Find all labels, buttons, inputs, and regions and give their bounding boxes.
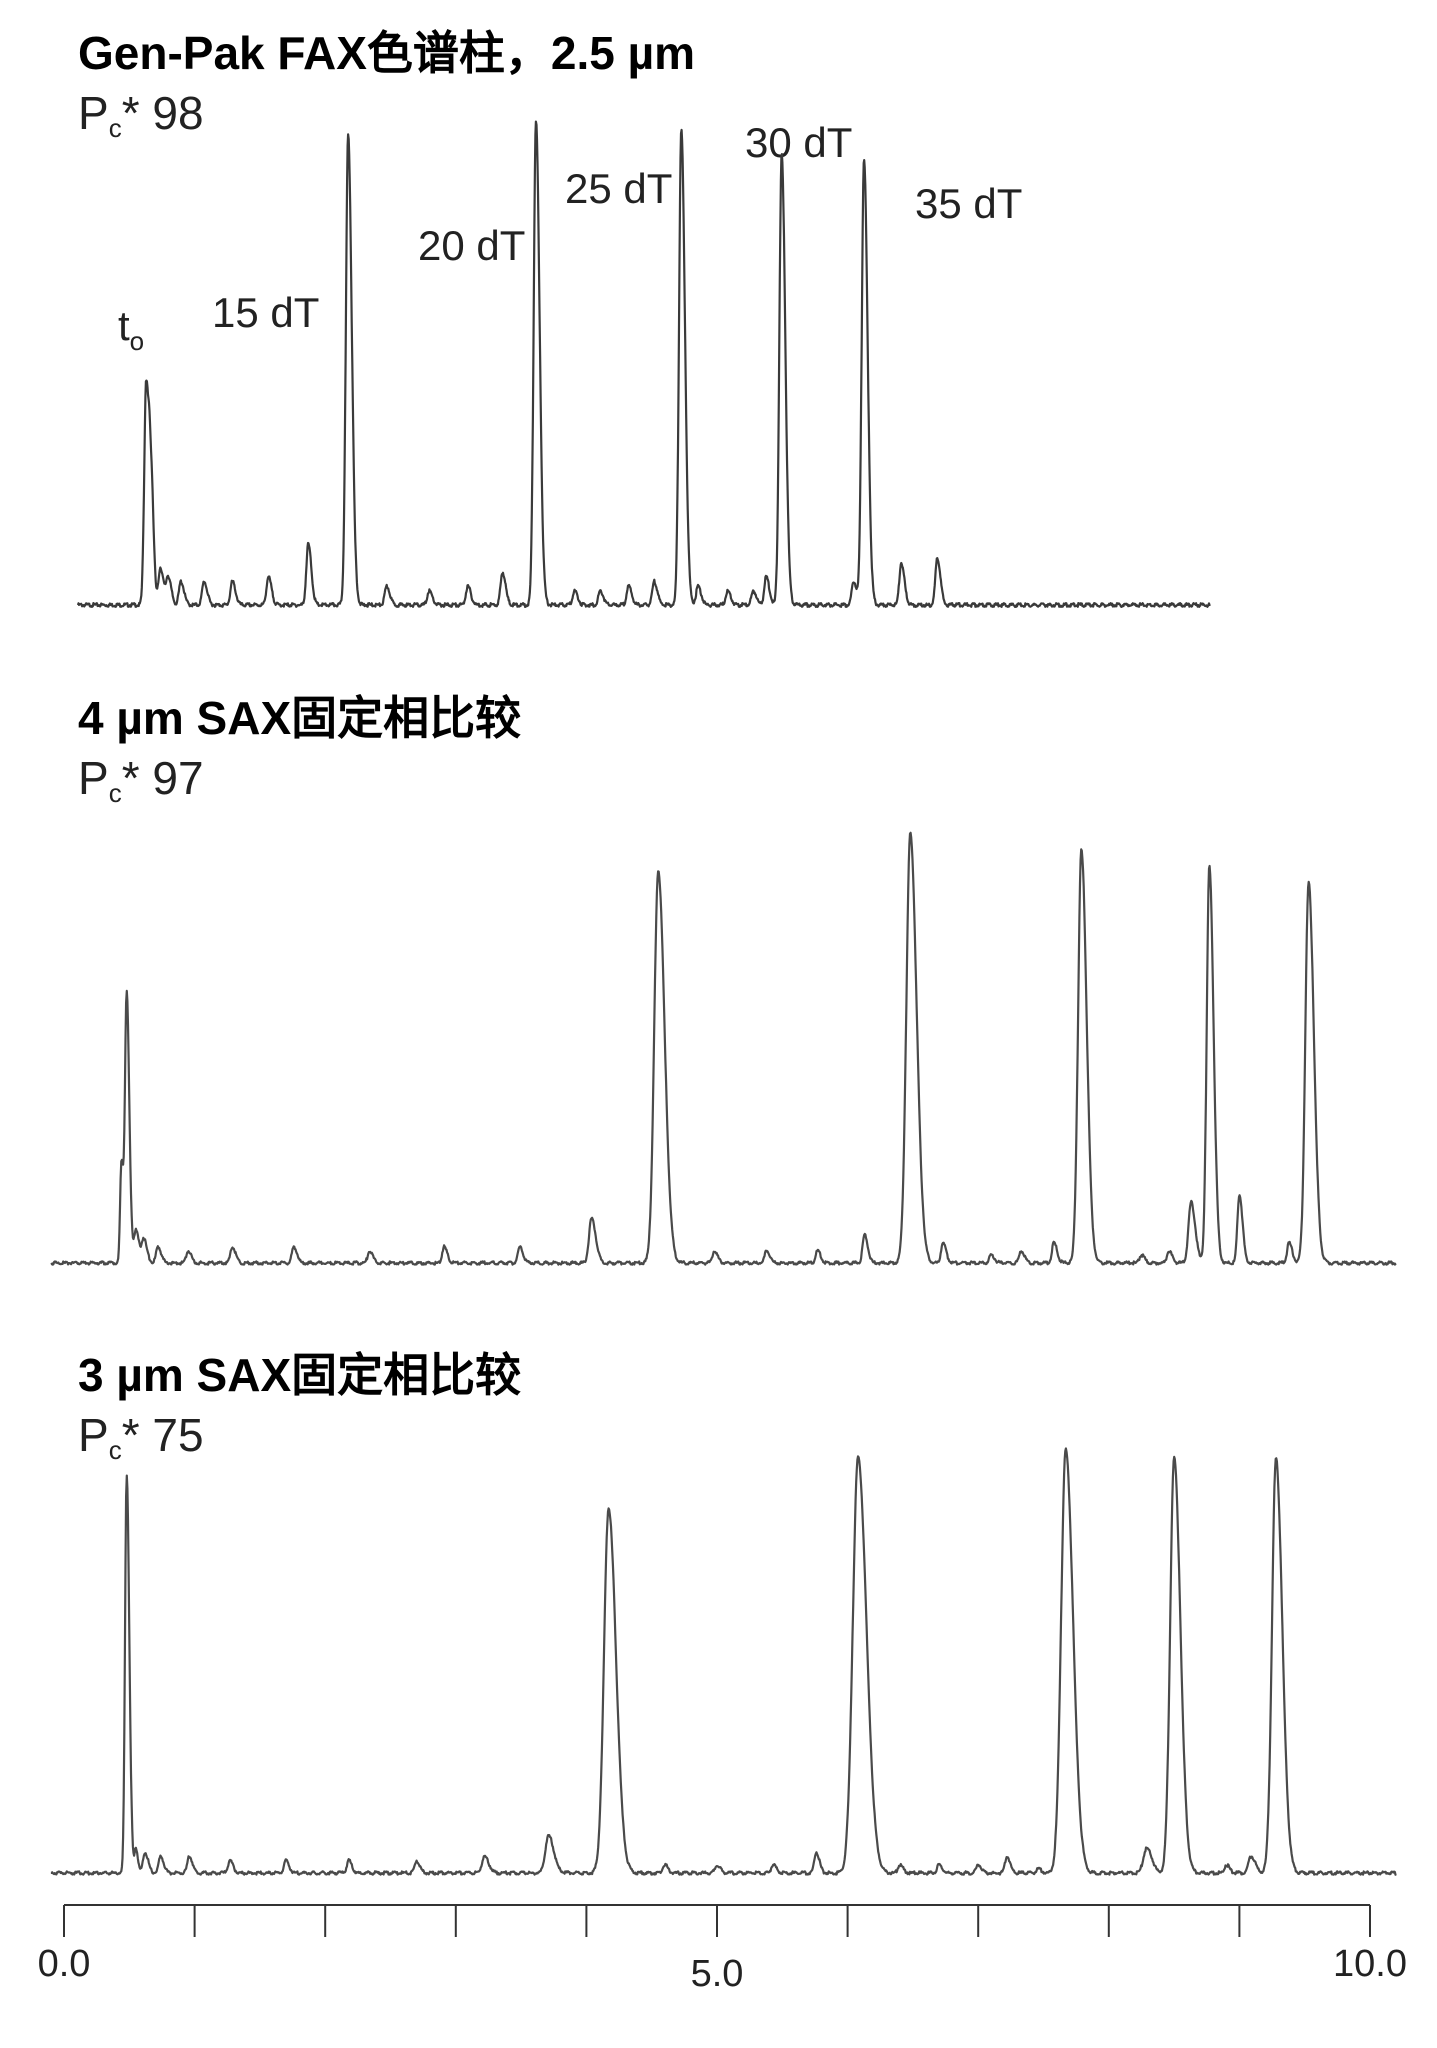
x-tick-label-1: 5.0 bbox=[690, 1953, 744, 1995]
x-tick-label-2: 10.0 bbox=[1333, 1943, 1407, 1985]
panel-2-pc-prefix: P bbox=[78, 752, 109, 804]
peak-label-t0-text: t bbox=[118, 302, 130, 349]
panel-1-trace bbox=[76, 120, 1211, 608]
panel-1-pc-sub: c bbox=[108, 113, 122, 143]
panel-2-title: 4 µm SAX固定相比较 bbox=[78, 692, 522, 744]
peak-label-t0: to bbox=[118, 302, 145, 356]
peak-label-15dt: 15 dT bbox=[212, 289, 320, 336]
panel-3-title: 3 µm SAX固定相比较 bbox=[78, 1349, 522, 1401]
panel-1-pc-value: * 98 bbox=[121, 87, 204, 139]
panel-2-pc: Pc* 97 bbox=[78, 755, 204, 806]
panel-2-pc-sub: c bbox=[108, 778, 122, 808]
panel-2-pc-value: * 97 bbox=[121, 752, 204, 804]
panel-3-pc-prefix: P bbox=[78, 1409, 109, 1461]
panel-1-pc: Pc* 98 bbox=[78, 90, 204, 141]
peak-label-30dt: 30 dT bbox=[745, 119, 853, 166]
peak-label-t0-sub: o bbox=[129, 326, 145, 356]
panel-1-title: Gen-Pak FAX色谱柱，2.5 µm bbox=[78, 27, 696, 79]
peak-label-20dt: 20 dT bbox=[418, 222, 526, 269]
peak-label-35dt: 35 dT bbox=[915, 180, 1023, 227]
panel-3-pc: Pc* 75 bbox=[78, 1412, 204, 1463]
panel-3-pc-value: * 75 bbox=[121, 1409, 204, 1461]
x-axis bbox=[63, 1904, 1371, 1937]
panel-3-trace bbox=[50, 1447, 1397, 1876]
panel-1-pc-prefix: P bbox=[78, 87, 109, 139]
x-tick-label-0: 0.0 bbox=[37, 1943, 91, 1985]
peak-label-25dt: 25 dT bbox=[565, 165, 673, 212]
panel-3-pc-sub: c bbox=[108, 1435, 122, 1465]
panel-2-trace bbox=[50, 831, 1397, 1266]
